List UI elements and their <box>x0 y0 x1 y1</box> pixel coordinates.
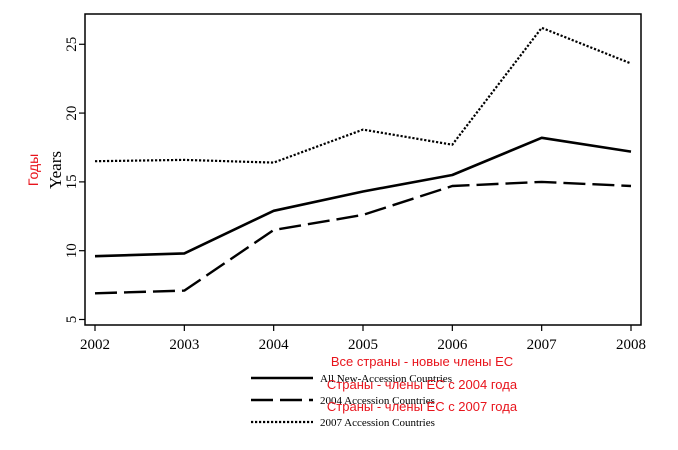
x-tick-label: 2003 <box>169 337 199 353</box>
x-tick-label: 2002 <box>80 337 110 353</box>
x-tick-label: 2004 <box>259 337 290 353</box>
series-line-dashed <box>94 180 632 295</box>
x-axis: 2002 2003 2004 2005 2006 2007 2008 <box>80 325 646 353</box>
series-lines <box>94 26 632 295</box>
legend-translation: Страны - члены ЕС с 2007 года <box>327 399 518 414</box>
y-axis-label-translation: Годы <box>25 154 41 186</box>
x-tick-label: 2007 <box>527 337 558 353</box>
legend-label: 2007 Accession Countries <box>320 417 435 429</box>
x-tick-label: 2005 <box>348 337 378 353</box>
y-tick-label: 25 <box>64 37 80 52</box>
series-line-solid <box>94 136 632 258</box>
y-tick-label: 10 <box>64 243 80 258</box>
y-tick-label: 5 <box>64 316 80 324</box>
y-tick-label: 20 <box>64 106 80 121</box>
legend-label: 2004 Accession Countries <box>320 395 435 407</box>
x-tick-label: 2008 <box>616 337 646 353</box>
legend-translation: Страны - члены ЕС с 2004 года <box>327 377 518 392</box>
y-axis-label: Years <box>46 151 65 189</box>
series-line-dotted <box>94 26 632 164</box>
x-tick-label: 2006 <box>437 337 468 353</box>
legend-label: All New-Accession Countries <box>320 373 452 385</box>
legend: Все страны - новые члены ЕС All New-Acces… <box>251 354 518 429</box>
y-axis: 5 10 15 20 25 <box>64 37 85 323</box>
y-tick-label: 15 <box>64 174 80 189</box>
plot-frame <box>84 13 642 326</box>
legend-translation: Все страны - новые члены ЕС <box>331 354 513 369</box>
